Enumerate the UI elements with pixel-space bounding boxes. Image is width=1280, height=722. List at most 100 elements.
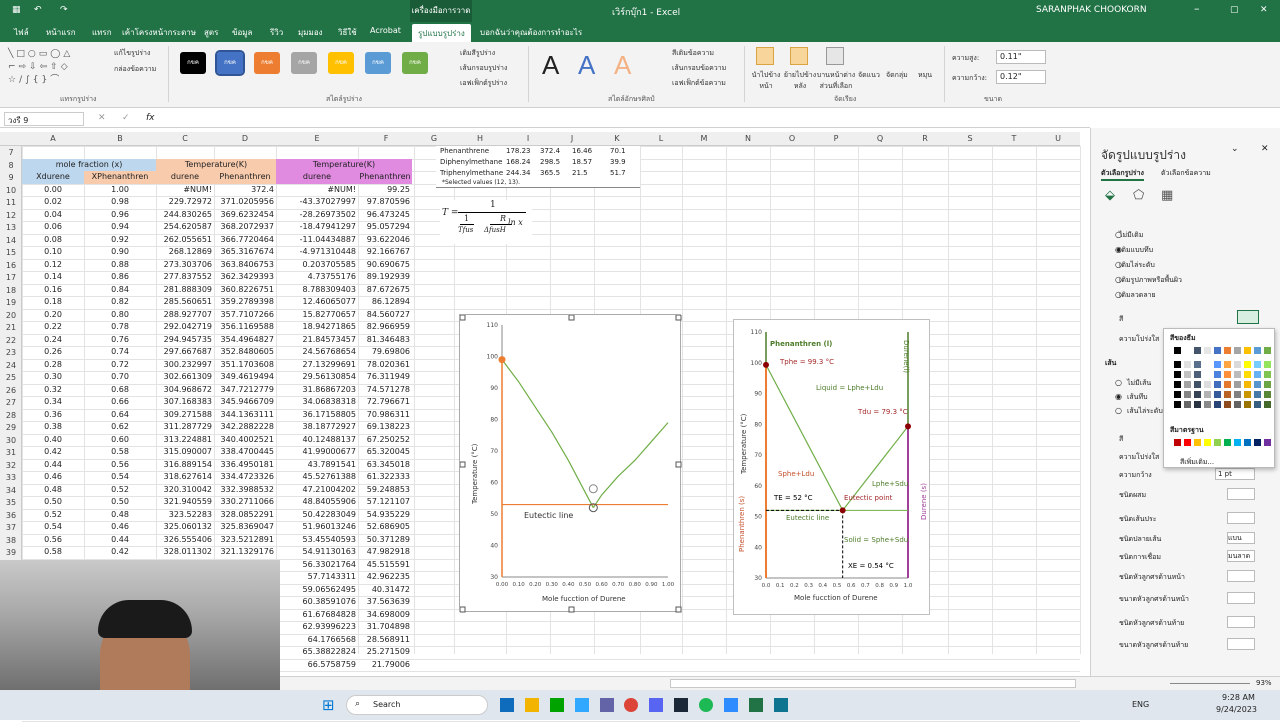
theme-color-swatch[interactable] [1244,391,1251,398]
data-cell[interactable]: 0.32 [44,384,62,394]
row-header[interactable]: 25 [5,373,17,382]
data-cell[interactable]: 321.1329176 [220,547,274,556]
standard-color-swatch[interactable] [1184,439,1191,446]
data-cell[interactable]: 87.672675 [366,284,410,294]
row-header[interactable]: 28 [5,410,17,420]
column-header[interactable]: M [700,134,708,143]
data-cell[interactable]: 0.48 [44,484,62,494]
theme-color-swatch[interactable] [1204,361,1211,368]
taskbar-apps[interactable] [500,698,940,714]
excel-taskbar-icon[interactable] [748,698,763,712]
theme-color-swatch[interactable] [1254,371,1261,378]
row-header[interactable]: 39 [5,548,17,557]
wordart-black[interactable]: A [542,50,560,80]
shape-effects-button[interactable]: เอฟเฟ็กต์รูปร่าง [460,79,507,87]
row-header[interactable]: 27 [5,398,17,407]
theme-color-swatch[interactable] [1224,347,1231,354]
theme-color-swatch[interactable] [1214,381,1221,388]
clock-time[interactable]: 9:28 AM [1222,693,1255,702]
data-cell[interactable]: 0.14 [44,272,62,281]
data-cell[interactable]: 93.622046 [366,234,410,244]
style-swatch-black[interactable]: กขค [180,52,206,74]
column-header[interactable]: K [614,134,620,143]
data-cell[interactable]: 63.345018 [366,459,410,469]
data-cell[interactable]: 229.72972 [168,197,212,206]
data-cell[interactable]: #NUM! [183,184,212,194]
theme-color-swatch[interactable] [1184,371,1191,378]
tab-home[interactable]: หน้าแรก [46,28,76,37]
data-cell[interactable]: 0.88 [111,259,129,269]
data-cell[interactable]: 313.224881 [163,434,212,444]
style-swatch-gray[interactable]: กขค [291,52,317,74]
data-cell[interactable]: -28.26973502 [299,209,356,219]
style-swatch-lightblue[interactable]: กขค [365,52,391,74]
data-cell[interactable]: 0.86 [111,272,129,281]
data-cell[interactable]: 29.56130854 [302,372,356,381]
data-cell[interactable]: 325.8369047 [220,522,274,531]
line-option-1[interactable]: เส้นทึบ [1127,393,1148,401]
data-cell[interactable]: 1.00 [111,184,129,194]
align-button[interactable]: จัดแนว [858,71,880,79]
data-cell[interactable]: 323.52283 [168,509,212,519]
data-cell[interactable]: -43.37027997 [299,197,356,206]
row-header[interactable]: 29 [5,423,17,432]
subheader-cell[interactable]: Xdurene [22,171,84,184]
data-cell[interactable]: 70.986311 [366,409,410,419]
subheader-cell[interactable]: Phenanthren [214,171,276,184]
wordart-orange[interactable]: A [614,50,632,80]
data-cell[interactable]: 59.06562495 [302,584,356,594]
data-cell[interactable]: 34.06838318 [302,397,356,406]
fill-line-icon[interactable]: ⬙ [1105,188,1115,203]
pane-options-icon[interactable]: ⌄ [1231,144,1239,154]
radio-icon[interactable]: ○ [1115,260,1122,269]
data-cell[interactable]: 0.94 [111,222,129,231]
data-cell[interactable]: 0.84 [111,284,129,294]
data-cell[interactable]: 0.50 [44,497,62,506]
data-cell[interactable]: #NUM! [327,184,356,194]
theme-color-swatch[interactable] [1254,401,1261,408]
data-cell[interactable]: 340.4002521 [220,434,274,444]
data-cell[interactable]: 0.64 [111,409,129,419]
theme-color-swatch[interactable] [1224,391,1231,398]
row-header[interactable]: 20 [5,310,17,320]
theme-color-swatch[interactable] [1184,391,1191,398]
data-cell[interactable]: 365.3167674 [220,247,274,256]
data-cell[interactable]: 325.060132 [163,522,212,531]
data-cell[interactable]: 297.667687 [163,347,212,356]
theme-color-swatch[interactable] [1224,381,1231,388]
data-cell[interactable]: 328.011302 [163,547,212,556]
data-cell[interactable]: 31.704898 [366,622,410,631]
data-cell[interactable]: 89.192939 [366,272,410,281]
data-cell[interactable]: 326.555406 [163,534,212,544]
subheader-cell[interactable]: durene [156,171,214,184]
column-header[interactable]: A [50,134,56,143]
data-cell[interactable]: 0.42 [111,547,129,556]
row-header[interactable]: 30 [5,435,17,445]
data-cell[interactable]: 18.94271865 [302,322,356,331]
edit-shape-button[interactable]: แก้ไขรูปร่าง [114,49,151,57]
theme-color-swatch[interactable] [1214,401,1221,408]
data-cell[interactable]: 8.788309403 [302,284,356,294]
data-cell[interactable]: 336.4950181 [220,459,274,469]
tab-data[interactable]: ข้อมูล [232,28,253,37]
theme-color-swatch[interactable] [1174,347,1181,354]
data-cell[interactable]: 0.92 [111,234,129,244]
data-cell[interactable]: 323.5212891 [220,534,274,544]
data-cell[interactable]: 318.627614 [163,472,212,481]
width-input[interactable]: 0.12" [996,70,1046,84]
data-cell[interactable]: 285.560651 [163,297,212,306]
data-cell[interactable]: 79.69806 [371,347,410,356]
theme-color-swatch[interactable] [1214,391,1221,398]
data-cell[interactable]: 65.320045 [366,447,410,456]
subheader-cell[interactable]: Phenanthren [358,171,412,184]
fill-option-0[interactable]: ไม่มีเติม [1119,231,1144,239]
column-header[interactable]: J [570,134,574,143]
data-cell[interactable]: 0.48 [111,509,129,519]
column-header[interactable]: I [526,134,530,143]
theme-color-swatch[interactable] [1204,381,1211,388]
spotify-icon[interactable] [699,698,713,712]
data-cell[interactable]: 59.248853 [366,484,410,494]
rotate-button[interactable]: หมุน [918,71,933,79]
standard-color-swatch[interactable] [1214,439,1221,446]
data-cell[interactable]: 0.96 [111,209,129,219]
